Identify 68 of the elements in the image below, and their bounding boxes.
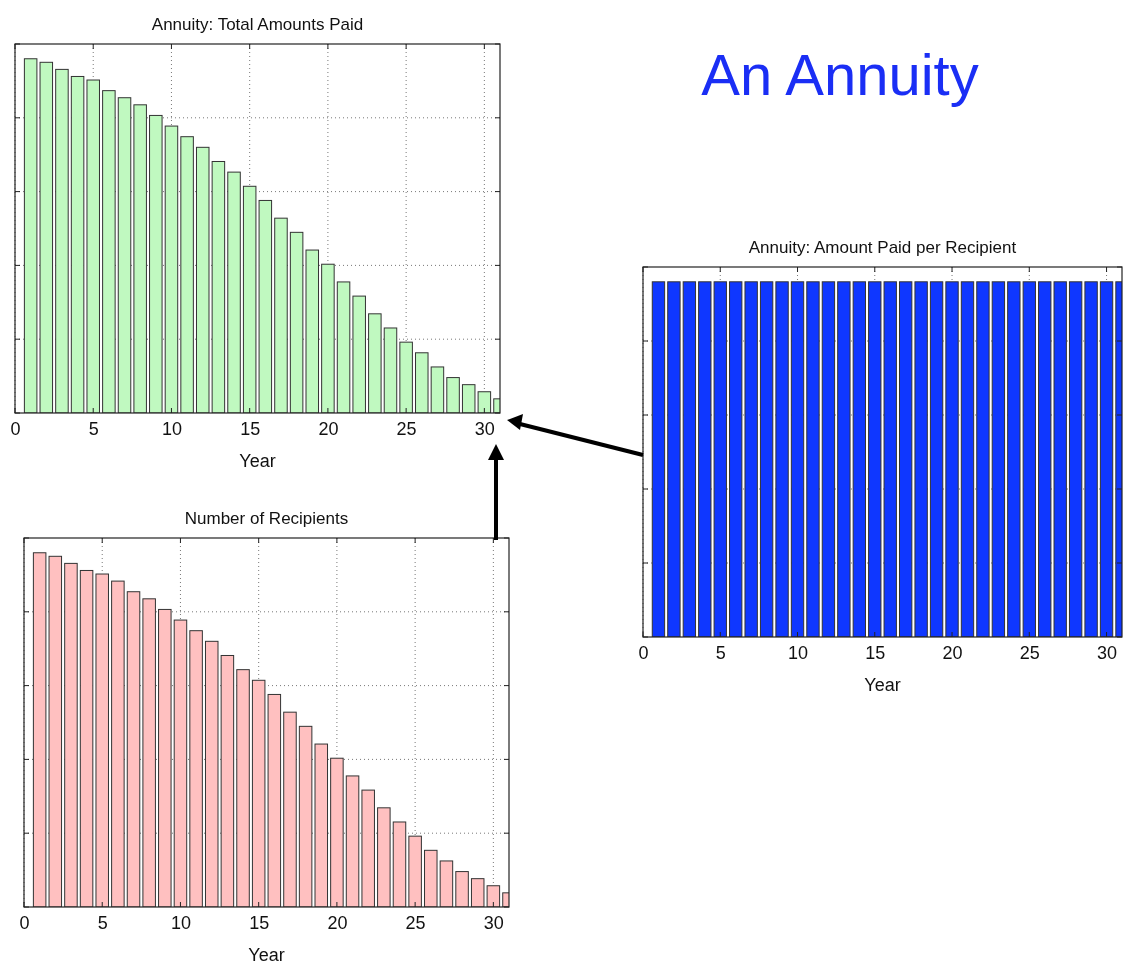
bar: [227, 171, 241, 413]
chart-title: Annuity: Amount Paid per Recipient: [748, 238, 1017, 257]
bar: [424, 849, 438, 907]
x-axis-title: Year: [248, 945, 285, 965]
bar: [415, 352, 429, 413]
bar: [430, 366, 445, 413]
x-tick-label: 20: [318, 418, 339, 439]
bar: [102, 90, 116, 413]
bar: [117, 97, 132, 413]
bar: [180, 136, 194, 413]
bar: [399, 341, 413, 413]
x-tick-label: 20: [327, 912, 348, 933]
bar: [79, 569, 94, 907]
bar: [158, 608, 172, 907]
x-tick-label: 25: [1019, 642, 1040, 663]
bar: [164, 125, 179, 413]
bar: [142, 598, 156, 907]
x-tick-label: 10: [170, 912, 191, 933]
bar: [173, 619, 188, 907]
bar: [189, 630, 203, 907]
x-tick-label: 30: [474, 418, 495, 439]
bar: [274, 217, 288, 413]
chart-title: Number of Recipients: [184, 509, 349, 528]
bar: [361, 789, 375, 907]
bar: [352, 295, 366, 413]
bar: [392, 821, 407, 907]
bar: [377, 807, 391, 907]
bar: [446, 377, 460, 413]
x-tick-label: 15: [240, 418, 261, 439]
chart-title: Annuity: Total Amounts Paid: [151, 15, 364, 34]
bar: [70, 75, 85, 413]
bar: [321, 263, 335, 413]
x-tick-label: 0: [638, 642, 649, 663]
x-tick-label: 30: [483, 912, 504, 933]
x-tick-label: 10: [161, 418, 182, 439]
bar: [455, 871, 469, 907]
bar: [149, 114, 163, 413]
bar: [368, 313, 382, 413]
bar: [111, 580, 125, 907]
bar: [330, 757, 344, 907]
x-tick-label: 15: [865, 642, 886, 663]
x-tick-label: 20: [942, 642, 963, 663]
bar: [64, 562, 78, 907]
x-tick-label: 25: [405, 912, 426, 933]
x-tick-label: 0: [19, 912, 30, 933]
x-tick-label: 15: [249, 912, 270, 933]
x-tick-label: 10: [788, 642, 809, 663]
bar: [439, 860, 454, 907]
x-tick-label: 0: [10, 418, 21, 439]
bar: [336, 281, 351, 413]
bar: [95, 573, 109, 907]
x-axis-title: Year: [239, 451, 276, 471]
bar: [236, 669, 250, 907]
text: An Annuity: [701, 42, 979, 107]
bar: [383, 327, 398, 413]
x-axis-title: Year: [864, 675, 901, 695]
bar: [55, 68, 69, 413]
x-tick-label: 5: [715, 642, 726, 663]
x-tick-label: 25: [396, 418, 417, 439]
x-tick-label: 5: [88, 418, 99, 439]
bar: [86, 79, 100, 413]
bar: [345, 775, 360, 907]
x-tick-label: 30: [1097, 642, 1118, 663]
bar: [133, 104, 147, 413]
bar: [126, 591, 141, 907]
bar: [408, 835, 422, 907]
x-tick-label: 5: [97, 912, 108, 933]
bar: [283, 711, 297, 907]
